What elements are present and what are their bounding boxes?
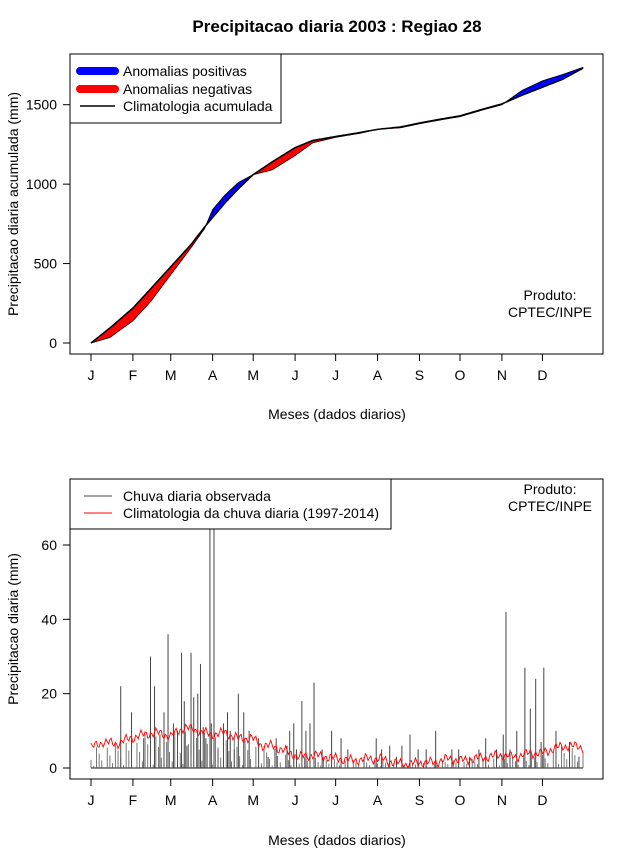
y-tick-label: 20 xyxy=(41,686,57,702)
figure-title: Precipitacao diaria 2003 : Regiao 28 xyxy=(192,17,481,36)
x-tick-label: O xyxy=(455,792,466,808)
y-tick-label: 500 xyxy=(34,256,58,272)
x-tick-label: F xyxy=(129,367,138,383)
y-tick-label: 60 xyxy=(41,537,57,553)
x-tick-label: J xyxy=(332,792,339,808)
chart-1-lines xyxy=(90,67,584,344)
chart-2-y-axis: 0 20 40 60 xyxy=(41,537,71,776)
x-tick-label: M xyxy=(247,367,259,383)
x-tick-label: F xyxy=(129,792,138,808)
chart-1: 0 500 1000 1500 J F M A M J J A S O N D Precipitacao d… xyxy=(5,53,604,422)
x-tick-label: N xyxy=(497,792,507,808)
x-tick-label: N xyxy=(497,367,507,383)
x-tick-label: A xyxy=(373,792,383,808)
chart-2-note-line-2: CPTEC/INPE xyxy=(508,498,592,514)
x-tick-label: M xyxy=(247,792,259,808)
chart-2-note-line-1: Produto: xyxy=(524,481,577,497)
chart-1-xlabel: Meses (dados diarios) xyxy=(268,406,406,422)
y-tick-label: 0 xyxy=(49,760,57,776)
x-tick-label: S xyxy=(415,792,424,808)
x-tick-label: M xyxy=(165,792,177,808)
x-tick-label: D xyxy=(537,792,547,808)
chart-1-ylabel: Precipitacao diaria acumulada (mm) xyxy=(5,92,21,316)
x-tick-label: J xyxy=(88,367,95,383)
x-tick-label: J xyxy=(292,792,299,808)
chart-2-legend: Chuva diaria observada Climatologia da c… xyxy=(69,478,392,530)
x-tick-label: A xyxy=(373,367,383,383)
chart-1-note-line-2: CPTEC/INPE xyxy=(508,304,592,320)
climatology-daily-line xyxy=(90,722,584,768)
chart-2-ylabel: Precipitacao diaria (mm) xyxy=(5,553,21,705)
x-tick-label: J xyxy=(88,792,95,808)
chart-2-climatology xyxy=(90,722,584,768)
legend-positive-label: Anomalias positivas xyxy=(123,63,247,79)
x-tick-label: M xyxy=(165,367,177,383)
x-tick-label: O xyxy=(455,367,466,383)
observed-accumulated-line xyxy=(90,67,584,344)
chart-1-note-line-1: Produto: xyxy=(524,287,577,303)
chart-2: 0 20 40 60 J F M A M J J A S O N D Precipitacao diaria… xyxy=(5,478,604,848)
legend-climatology-label: Climatologia acumulada xyxy=(123,98,273,114)
y-tick-label: 1500 xyxy=(26,97,57,113)
x-tick-label: J xyxy=(332,367,339,383)
chart-2-observed-bars xyxy=(90,489,584,769)
y-tick-label: 0 xyxy=(49,335,57,351)
x-tick-label: D xyxy=(537,367,547,383)
climatology-accumulated-line xyxy=(90,67,584,344)
y-tick-label: 1000 xyxy=(26,176,57,192)
x-tick-label: S xyxy=(415,367,424,383)
x-tick-label: J xyxy=(292,367,299,383)
x-tick-label: A xyxy=(208,367,218,383)
chart-1-legend: Anomalias positivas Anomalias negativas … xyxy=(69,53,282,124)
x-tick-label: A xyxy=(208,792,218,808)
chart-2-xlabel: Meses (dados diarios) xyxy=(268,832,406,848)
legend-negative-label: Anomalias negativas xyxy=(123,81,252,97)
y-tick-label: 40 xyxy=(41,611,57,627)
chart-2-legend-box xyxy=(69,478,392,530)
chart-1-y-axis: 0 500 1000 1500 xyxy=(26,97,71,351)
legend-observed-label: Chuva diaria observada xyxy=(123,488,271,504)
legend-climatology-2-label: Climatologia da chuva diaria (1997-2014) xyxy=(123,505,379,521)
